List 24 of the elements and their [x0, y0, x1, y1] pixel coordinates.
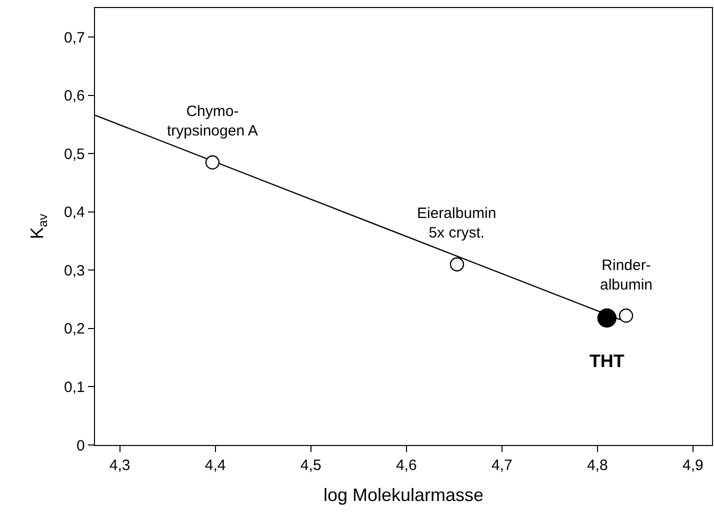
- y-tick-label: 0,7: [64, 29, 85, 46]
- point: [450, 257, 464, 272]
- x-tick-label: 4,9: [682, 457, 704, 474]
- annotation: Chymo- trypsinogen A: [167, 103, 258, 140]
- point: [205, 155, 220, 170]
- x-tick-label: 4,5: [300, 457, 322, 474]
- y-tick-label: 0,2: [64, 320, 85, 338]
- y-tick-label: 0,3: [64, 262, 85, 280]
- series-label: THT: [589, 351, 624, 372]
- x-tick-label: 4,6: [396, 457, 417, 474]
- y-tick-label: 0,6: [64, 88, 85, 105]
- annotation: Rinder- albumin: [600, 257, 653, 294]
- x-tick-label: 4,4: [204, 457, 226, 474]
- x-tick-label: 4,3: [109, 457, 130, 474]
- x-axis-title: log Molekularmasse: [323, 485, 484, 506]
- y-tick-label: 0: [76, 437, 85, 454]
- y-tick-label: 0,5: [64, 146, 85, 163]
- x-tick-label: 4,7: [491, 457, 512, 474]
- point: [597, 308, 617, 328]
- annotation: Eieralbumin 5x cryst.: [417, 205, 496, 242]
- point: [618, 308, 634, 323]
- y-tick-label: 0,4: [64, 204, 85, 222]
- x-tick-label: 4,8: [586, 457, 608, 474]
- y-tick-label: 0,1: [64, 378, 85, 396]
